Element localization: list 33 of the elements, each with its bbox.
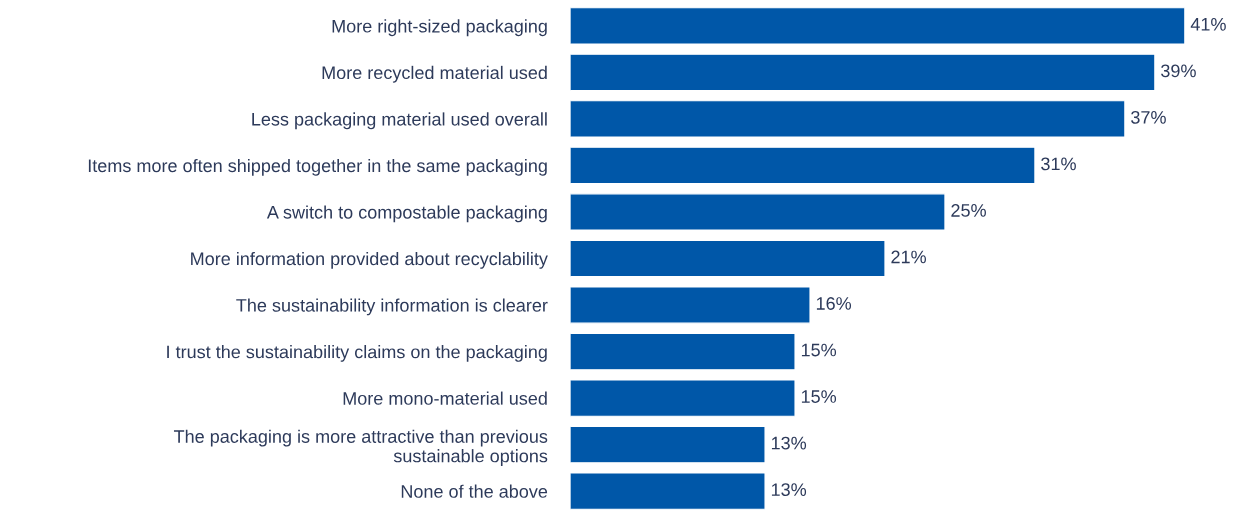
y-tick-label: More mono-material used <box>343 391 547 405</box>
y-tick-label: More right-sized packaging <box>332 19 547 37</box>
data-label: 37% <box>1131 110 1166 124</box>
y-tick-label: Items more often shipped together in the same packaging <box>88 158 547 176</box>
data-label: 39% <box>1161 64 1196 78</box>
y-tick-label: None of the above <box>401 484 548 498</box>
y-tick-label: The packaging is more attractive than previous sustainable options <box>173 429 548 466</box>
data-label: 13% <box>771 483 807 496</box>
bar <box>570 7 1186 45</box>
bar <box>570 146 1036 185</box>
y-tick-label: The sustainability information is clearer <box>236 298 548 316</box>
bar <box>570 53 1156 92</box>
bar <box>570 379 796 417</box>
y-tick-label: More information provided about recyclability <box>191 251 548 269</box>
y-tick-label: I trust the sustainability claims on the packaging <box>167 345 547 362</box>
bar <box>570 332 796 371</box>
data-label: 16% <box>816 297 852 310</box>
y-tick-label: Less packaging material used overall <box>252 112 547 130</box>
bar <box>570 239 886 278</box>
bar <box>570 425 766 464</box>
data-label: 31% <box>1041 157 1076 171</box>
data-label: 15% <box>801 343 837 357</box>
bar <box>570 193 946 231</box>
bar <box>570 472 766 510</box>
y-tick-label: A switch to compostable packaging <box>266 205 547 223</box>
data-label: 25% <box>951 204 986 217</box>
y-tick-label: More recycled material used <box>322 65 547 83</box>
data-label: 41% <box>1190 17 1226 31</box>
bar <box>570 286 811 324</box>
data-label: 13% <box>771 436 807 450</box>
bar <box>570 100 1126 138</box>
data-label: 15% <box>801 390 837 403</box>
data-label: 21% <box>891 250 926 264</box>
